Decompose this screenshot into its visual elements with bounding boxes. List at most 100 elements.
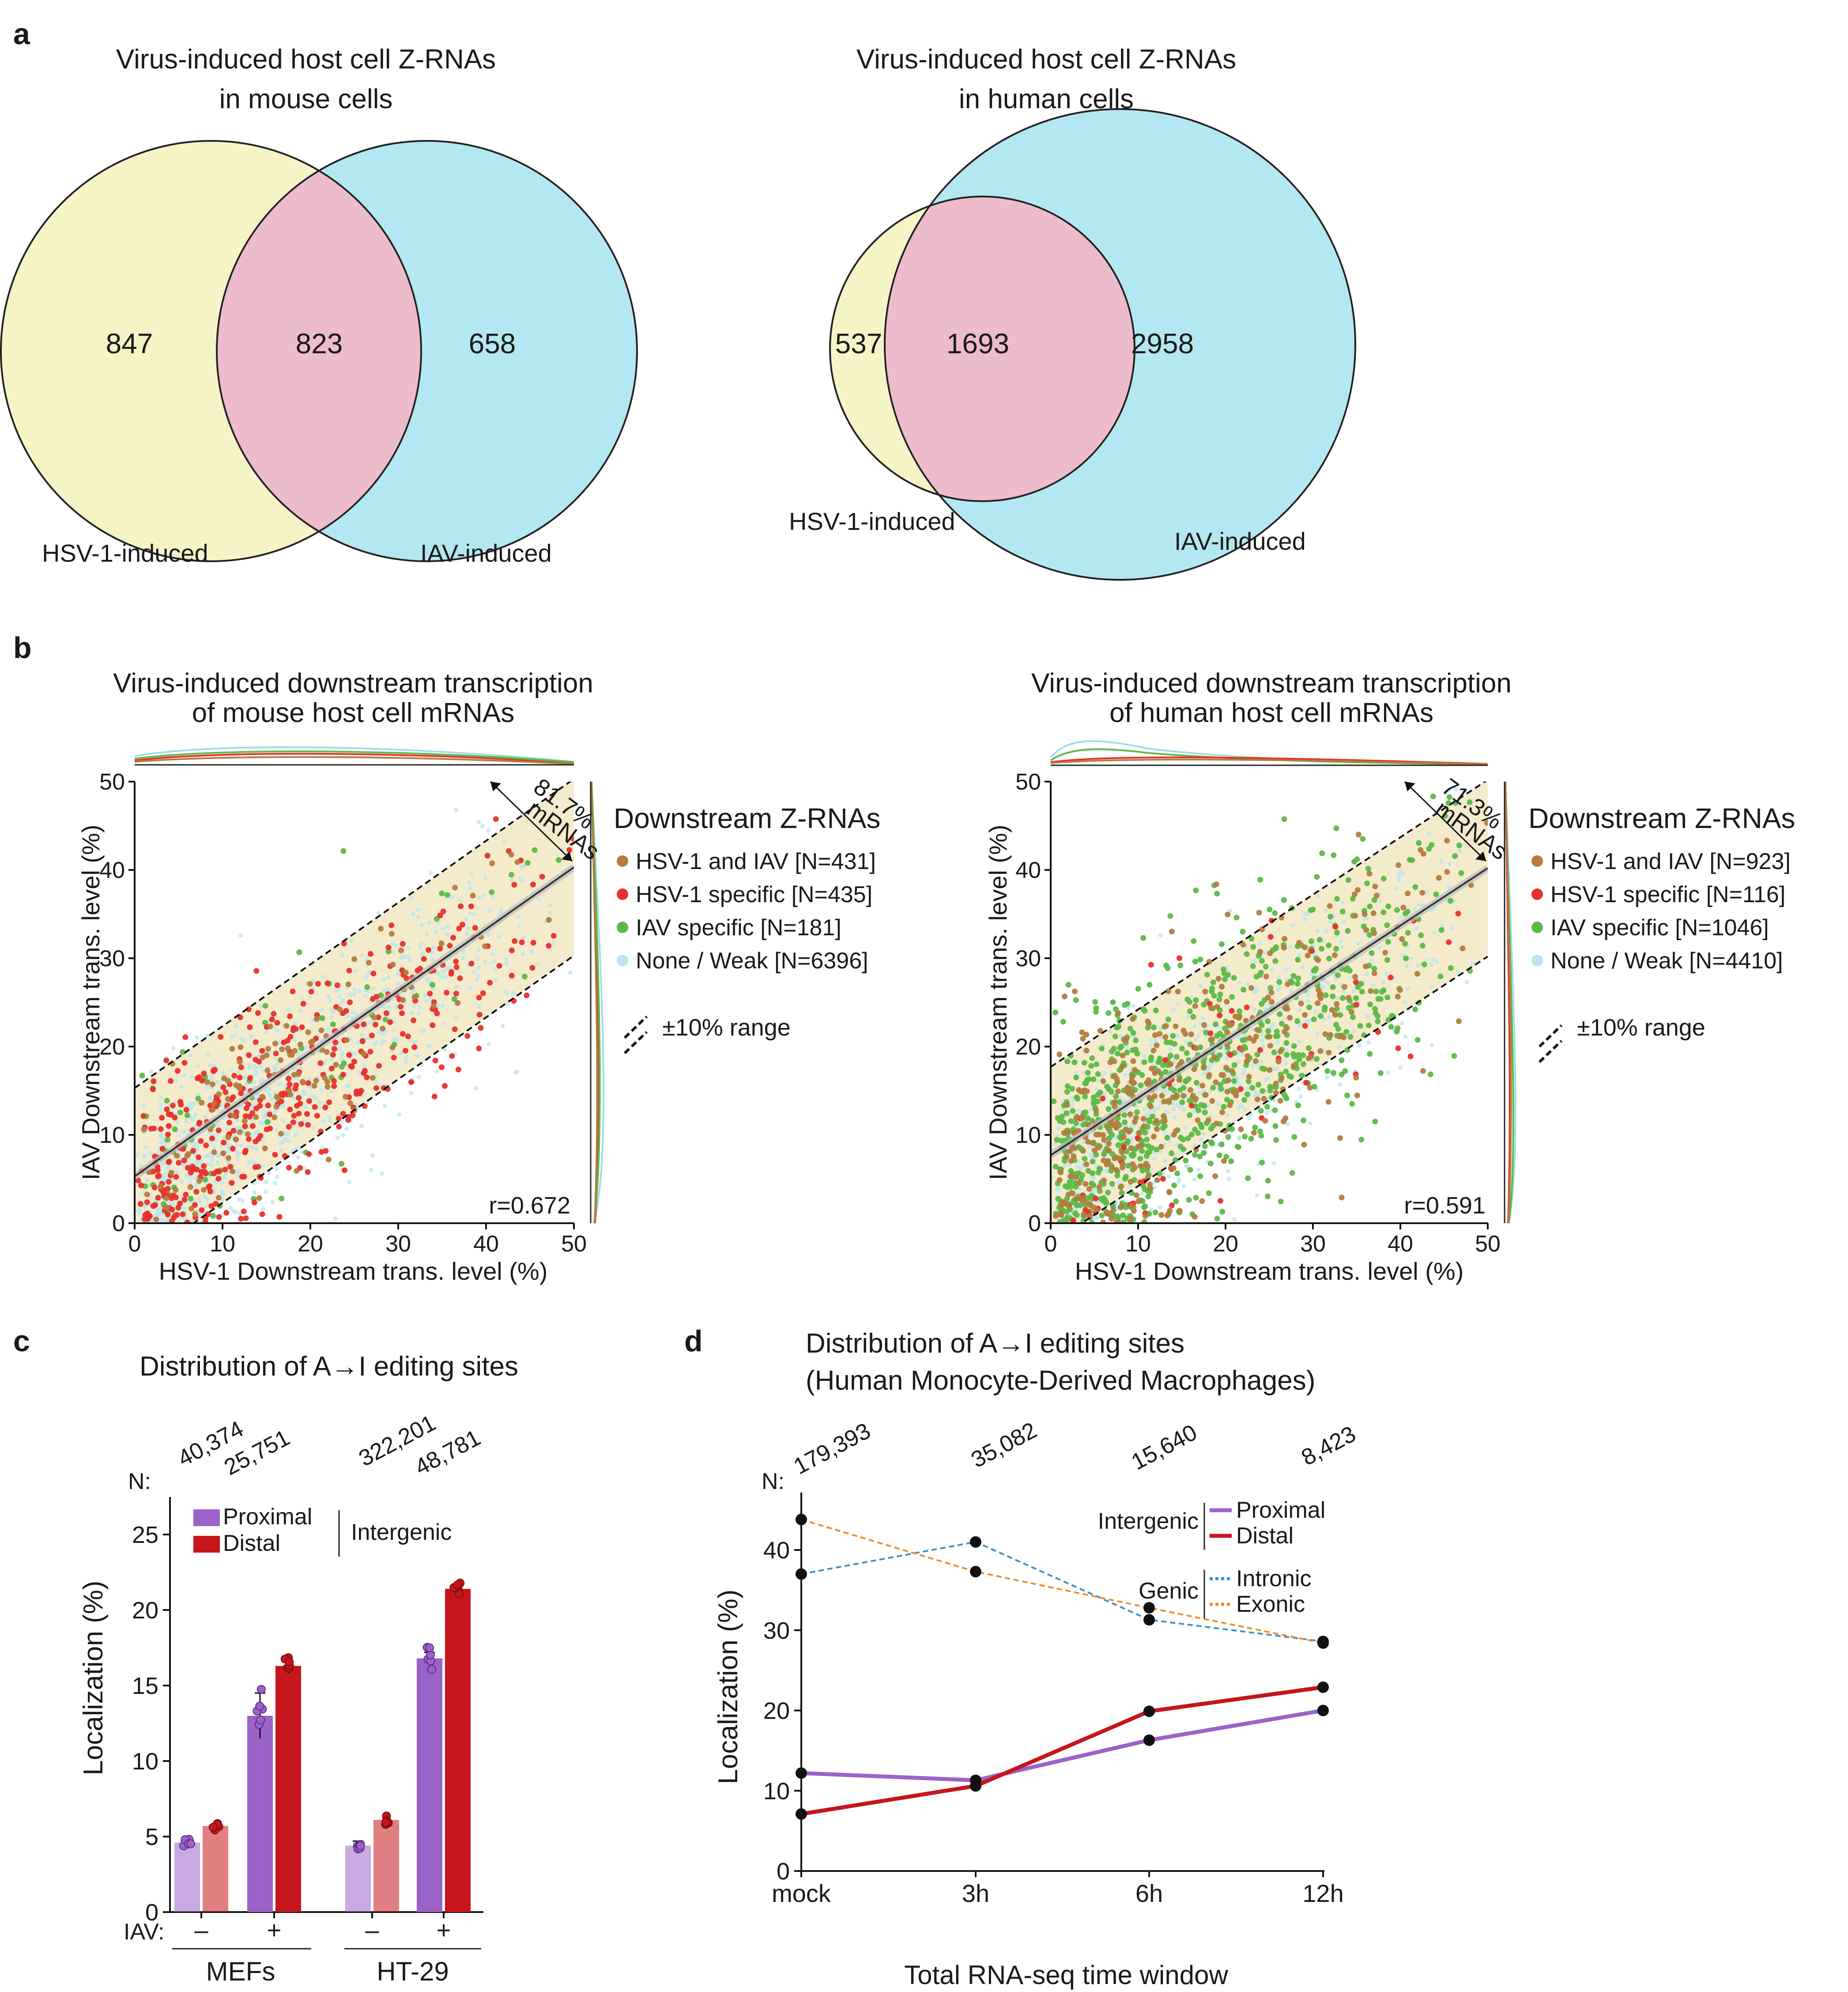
scatter-human-point-both — [1199, 1198, 1205, 1204]
line-series-intronic — [801, 1541, 1324, 1643]
scatter-human-point-both — [1254, 1027, 1260, 1033]
line-y-tick-label: 0 — [777, 1858, 790, 1885]
scatter-human-series-both — [1053, 820, 1488, 1223]
scatter-mouse-point-none — [181, 1129, 186, 1134]
scatter-mouse-title-line1: Virus-induced downstream transcription — [113, 668, 593, 699]
scatter-mouse-point-hsv — [269, 1017, 275, 1023]
scatter-mouse-y-tick-label: 0 — [112, 1211, 125, 1236]
scatter-human-point-iav — [1069, 1086, 1075, 1092]
bar-distal-replicate — [285, 1657, 294, 1667]
scatter-human-point-both — [1152, 1032, 1158, 1038]
scatter-human-point-iav — [1153, 1007, 1159, 1013]
line-n-prefix: N: — [762, 1469, 784, 1494]
scatter-human-point-iav — [1170, 1033, 1176, 1039]
scatter-human-point-both — [1101, 1137, 1107, 1143]
scatter-human-point-none — [1091, 1176, 1096, 1180]
scatter-mouse-point-hsv — [247, 1024, 253, 1030]
scatter-human-point-iav — [1164, 1039, 1169, 1045]
scatter-human-point-both — [1071, 1153, 1077, 1159]
scatter-mouse-point-none — [274, 1166, 279, 1171]
scatter-human-point-both — [1177, 1208, 1183, 1214]
scatter-human-point-iav — [1371, 966, 1377, 972]
scatter-human-point-iav — [1102, 1197, 1108, 1203]
scatter-mouse-top-density-both — [134, 756, 574, 765]
scatter-human-point-iav — [1118, 1043, 1124, 1050]
scatter-human-point-iav — [1064, 1110, 1070, 1116]
scatter-human-point-iav — [1312, 967, 1318, 973]
scatter-mouse-point-both — [309, 1038, 316, 1044]
bar-distal-replicate — [453, 1580, 462, 1590]
scatter-human-point-iav — [1151, 1024, 1157, 1030]
scatter-human-point-none — [1172, 1115, 1177, 1120]
scatter-mouse-point-none — [386, 987, 391, 992]
scatter-mouse-point-none — [517, 924, 521, 929]
scatter-human-point-both — [1397, 987, 1403, 993]
scatter-mouse-point-none — [416, 915, 421, 919]
scatter-human-point-none — [1284, 1061, 1289, 1066]
scatter-mouse-point-hsv — [468, 903, 474, 909]
scatter-mouse-point-none — [453, 985, 458, 990]
scatter-mouse-point-both — [489, 860, 495, 866]
scatter-human-point-iav — [1204, 971, 1210, 978]
scatter-human-point-both — [1213, 1120, 1219, 1126]
scatter-mouse-point-hsv — [566, 847, 573, 853]
venn-human-title-line1: Virus-induced host cell Z-RNAs — [856, 44, 1236, 75]
scatter-mouse-point-hsv — [361, 1070, 367, 1076]
scatter-human-top-density-hsv — [1050, 756, 1488, 765]
scatter-human-point-both — [1148, 1104, 1154, 1110]
scatter-human-point-iav — [1228, 1158, 1234, 1164]
scatter-human-point-iav — [1109, 1181, 1115, 1187]
scatter-human-point-both — [1178, 1059, 1184, 1065]
venn-human-hsv-only: 537 — [835, 328, 883, 359]
scatter-human-point-none — [1326, 981, 1331, 986]
scatter-mouse-point-none — [211, 1145, 216, 1149]
scatter-mouse-point-hsv — [206, 1184, 212, 1190]
scatter-mouse-point-hsv — [140, 1113, 147, 1119]
scatter-human-point-both — [1395, 862, 1401, 868]
scatter-mouse-point-none — [270, 1097, 275, 1102]
scatter-human-legend-range: ±10% range — [1577, 1014, 1705, 1041]
scatter-human-point-both — [1190, 1092, 1196, 1099]
scatter-mouse-point-hsv — [247, 1075, 253, 1081]
scatter-human-point-none — [1079, 1166, 1084, 1171]
scatter-human-point-none — [1158, 1205, 1162, 1210]
scatter-mouse-point-none — [299, 996, 304, 1001]
scatter-human-point-none — [1365, 1014, 1370, 1019]
scatter-human-point-iav — [1088, 1063, 1094, 1069]
scatter-human-point-iav — [1380, 876, 1387, 882]
scatter-mouse-point-hsv — [150, 1203, 156, 1209]
scatter-mouse-point-none — [504, 957, 509, 962]
scatter-mouse-point-none — [272, 1026, 277, 1031]
scatter-mouse-point-none — [477, 896, 482, 900]
bar-n-prefix: N: — [128, 1469, 151, 1494]
scatter-human-point-iav — [1414, 1037, 1421, 1043]
scatter-mouse-right-density-iav — [591, 781, 601, 1224]
scatter-mouse-point-none — [491, 959, 496, 964]
scatter-mouse-point-hsv — [383, 1010, 389, 1016]
scatter-human-point-both — [1133, 1192, 1139, 1198]
scatter-human-point-iav — [1112, 1033, 1118, 1039]
scatter-human-point-none — [1405, 964, 1410, 968]
scatter-mouse-point-none — [441, 969, 446, 973]
scatter-mouse-point-none — [434, 1069, 439, 1073]
scatter-mouse-point-hsv — [196, 1154, 202, 1160]
scatter-mouse-point-none — [475, 978, 479, 982]
scatter-mouse-point-both — [168, 1170, 174, 1176]
scatter-human-point-both — [1159, 1092, 1165, 1099]
scatter-mouse-point-none — [386, 1005, 391, 1009]
scatter-human-point-both — [1261, 1096, 1267, 1102]
scatter-mouse-point-iav — [382, 1017, 388, 1023]
scatter-human-point-iav — [1319, 946, 1324, 952]
scatter-human-point-both — [1263, 973, 1269, 979]
scatter-mouse-point-hsv — [192, 1202, 198, 1208]
scatter-human-point-iav — [1097, 1166, 1103, 1172]
scatter-human-point-iav — [1258, 970, 1264, 975]
scatter-mouse-point-hsv — [427, 990, 433, 997]
scatter-mouse-point-both — [291, 1072, 297, 1078]
scatter-human-point-iav — [1084, 1077, 1090, 1083]
scatter-human-point-iav — [1177, 962, 1184, 968]
scatter-mouse-legend-iav: IAV specific [N=181] — [636, 915, 841, 941]
scatter-human-point-iav — [1120, 1212, 1126, 1218]
scatter-mouse-point-hsv — [211, 1067, 217, 1073]
scatter-human-point-both — [1168, 1061, 1174, 1067]
